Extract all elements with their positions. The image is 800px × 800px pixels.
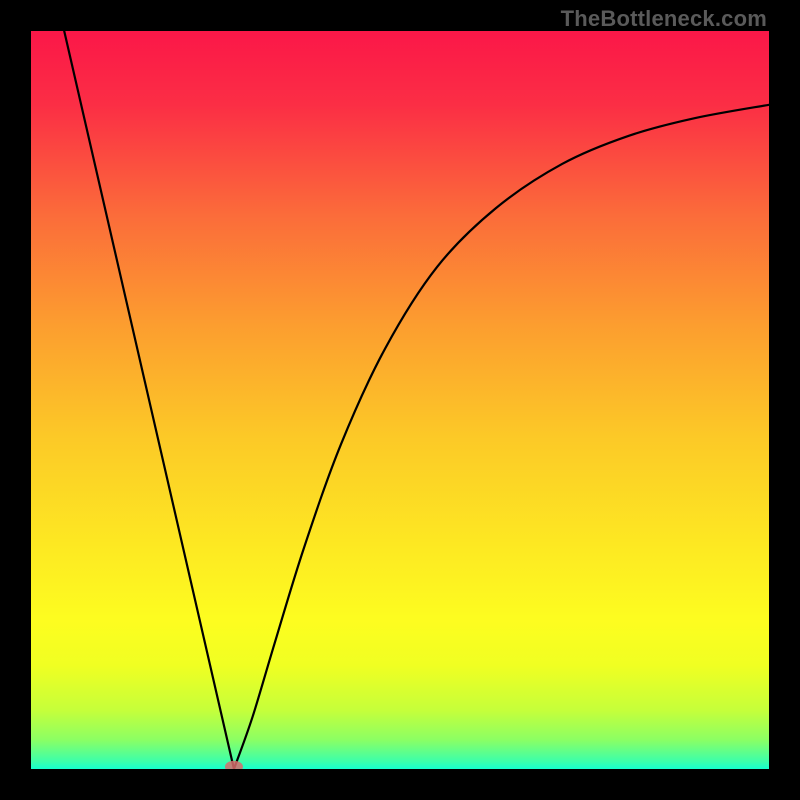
plot-area [31,31,769,769]
plot-svg [31,31,769,769]
gradient-background [31,31,769,769]
watermark-text: TheBottleneck.com [561,6,767,32]
chart-frame: TheBottleneck.com [0,0,800,800]
